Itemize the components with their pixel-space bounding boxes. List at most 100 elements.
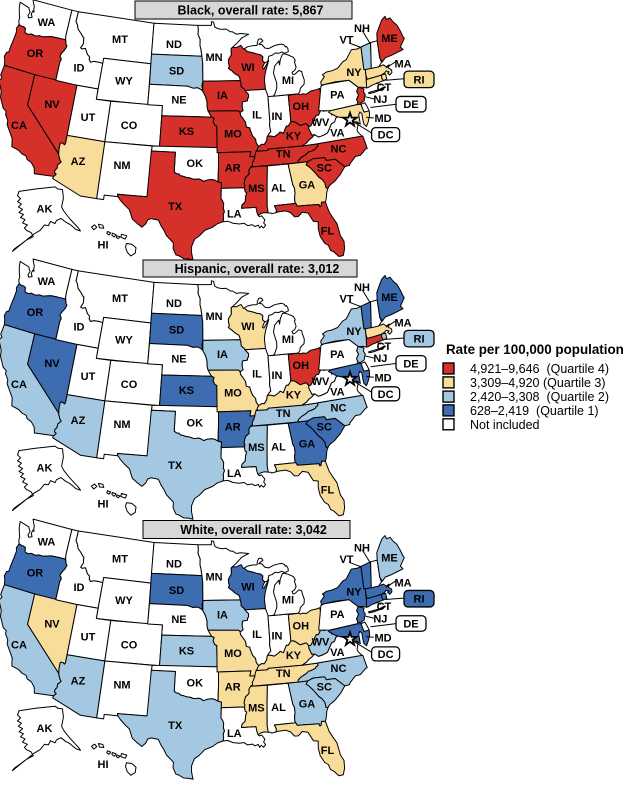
svg-text:WI: WI: [241, 62, 254, 74]
svg-text:NE: NE: [171, 614, 186, 626]
svg-text:HI: HI: [98, 759, 109, 771]
svg-text:WI: WI: [241, 581, 254, 593]
svg-text:MI: MI: [282, 334, 294, 346]
svg-text:ID: ID: [74, 322, 85, 334]
svg-text:CO: CO: [121, 120, 138, 132]
svg-text:CA: CA: [11, 639, 27, 651]
svg-text:MT: MT: [112, 293, 128, 305]
svg-text:TX: TX: [168, 720, 183, 732]
svg-text:ID: ID: [74, 63, 85, 75]
svg-text:VA: VA: [330, 647, 345, 659]
svg-text:OH: OH: [293, 101, 310, 113]
svg-text:White, overall rate: 3,042: White, overall rate: 3,042: [180, 523, 327, 537]
svg-text:CO: CO: [121, 379, 138, 391]
svg-text:MN: MN: [205, 571, 222, 583]
svg-text:NC: NC: [331, 144, 347, 156]
svg-text:FL: FL: [321, 226, 335, 238]
svg-text:DC: DC: [378, 130, 394, 142]
svg-text:IL: IL: [252, 629, 262, 641]
svg-text:CT: CT: [377, 601, 392, 613]
svg-text:WV: WV: [312, 117, 330, 129]
svg-text:MS: MS: [248, 442, 265, 454]
svg-text:Rate per 100,000 population: Rate per 100,000 population: [446, 342, 624, 357]
svg-text:WA: WA: [38, 536, 56, 548]
svg-text:NJ: NJ: [373, 94, 387, 106]
svg-text:ME: ME: [381, 552, 398, 564]
svg-text:FL: FL: [321, 745, 335, 757]
svg-text:CO: CO: [121, 639, 138, 651]
svg-text:Hispanic, overall rate: 3,012: Hispanic, overall rate: 3,012: [175, 262, 340, 276]
svg-text:TN: TN: [276, 408, 291, 420]
svg-text:AZ: AZ: [71, 675, 86, 687]
svg-text:WA: WA: [38, 276, 56, 288]
svg-text:MS: MS: [248, 702, 265, 714]
svg-text:OK: OK: [187, 417, 204, 429]
svg-text:NV: NV: [44, 618, 60, 630]
svg-text:OH: OH: [293, 620, 310, 632]
svg-text:DC: DC: [378, 649, 394, 661]
svg-text:MD: MD: [374, 633, 391, 645]
svg-text:NY: NY: [346, 67, 362, 79]
svg-text:NJ: NJ: [373, 353, 387, 365]
svg-text:WY: WY: [115, 595, 133, 607]
svg-text:AL: AL: [271, 702, 286, 714]
svg-text:MD: MD: [374, 113, 391, 125]
svg-text:4,921–9,646 (Quartile 4): 4,921–9,646 (Quartile 4): [470, 362, 609, 376]
svg-text:LA: LA: [227, 468, 242, 480]
svg-text:NY: NY: [346, 326, 362, 338]
svg-text:NV: NV: [44, 358, 60, 370]
svg-text:HI: HI: [98, 240, 109, 252]
svg-text:WI: WI: [241, 321, 254, 333]
svg-text:2,420–3,308 (Quartile 2): 2,420–3,308 (Quartile 2): [470, 390, 609, 404]
svg-text:OK: OK: [187, 158, 204, 170]
svg-text:CT: CT: [377, 82, 392, 94]
svg-text:OR: OR: [27, 307, 44, 319]
svg-text:TX: TX: [168, 201, 183, 213]
svg-text:MN: MN: [205, 311, 222, 323]
svg-text:SC: SC: [317, 422, 332, 434]
svg-text:NM: NM: [113, 160, 130, 172]
svg-text:GA: GA: [299, 179, 316, 191]
svg-text:MO: MO: [224, 388, 242, 400]
svg-text:KS: KS: [179, 126, 194, 138]
svg-text:NM: NM: [113, 679, 130, 691]
svg-text:VT: VT: [339, 35, 353, 47]
svg-text:Black, overall rate: 5,867: Black, overall rate: 5,867: [178, 4, 324, 18]
svg-text:ME: ME: [381, 33, 398, 45]
svg-text:Not included: Not included: [470, 418, 540, 432]
svg-text:DE: DE: [403, 99, 418, 111]
svg-text:IA: IA: [217, 90, 228, 102]
svg-text:OH: OH: [293, 360, 310, 372]
svg-text:DE: DE: [403, 619, 418, 631]
svg-text:MI: MI: [282, 75, 294, 87]
svg-text:NH: NH: [354, 282, 370, 294]
svg-text:PA: PA: [330, 349, 345, 361]
svg-text:VT: VT: [339, 554, 353, 566]
svg-text:FL: FL: [321, 485, 335, 497]
svg-text:AL: AL: [271, 183, 286, 195]
svg-text:KY: KY: [286, 650, 302, 662]
svg-text:WV: WV: [312, 636, 330, 648]
svg-text:NM: NM: [113, 419, 130, 431]
svg-text:WV: WV: [312, 376, 330, 388]
svg-text:LA: LA: [227, 728, 242, 740]
svg-text:OR: OR: [27, 48, 44, 60]
svg-text:SD: SD: [169, 585, 184, 597]
svg-text:SC: SC: [317, 682, 332, 694]
svg-text:NC: NC: [331, 403, 347, 415]
svg-text:MO: MO: [224, 129, 242, 141]
svg-text:AK: AK: [37, 463, 53, 475]
svg-text:NC: NC: [331, 663, 347, 675]
svg-text:NV: NV: [44, 99, 60, 111]
svg-text:AR: AR: [225, 162, 241, 174]
svg-text:MT: MT: [112, 553, 128, 565]
svg-text:TN: TN: [276, 668, 291, 680]
svg-text:IN: IN: [272, 630, 283, 642]
svg-text:WY: WY: [115, 335, 133, 347]
svg-text:GA: GA: [299, 699, 316, 711]
svg-text:ME: ME: [381, 292, 398, 304]
svg-text:OR: OR: [27, 567, 44, 579]
svg-text:DE: DE: [403, 358, 418, 370]
svg-text:AR: AR: [225, 422, 241, 434]
svg-text:KY: KY: [286, 390, 302, 402]
